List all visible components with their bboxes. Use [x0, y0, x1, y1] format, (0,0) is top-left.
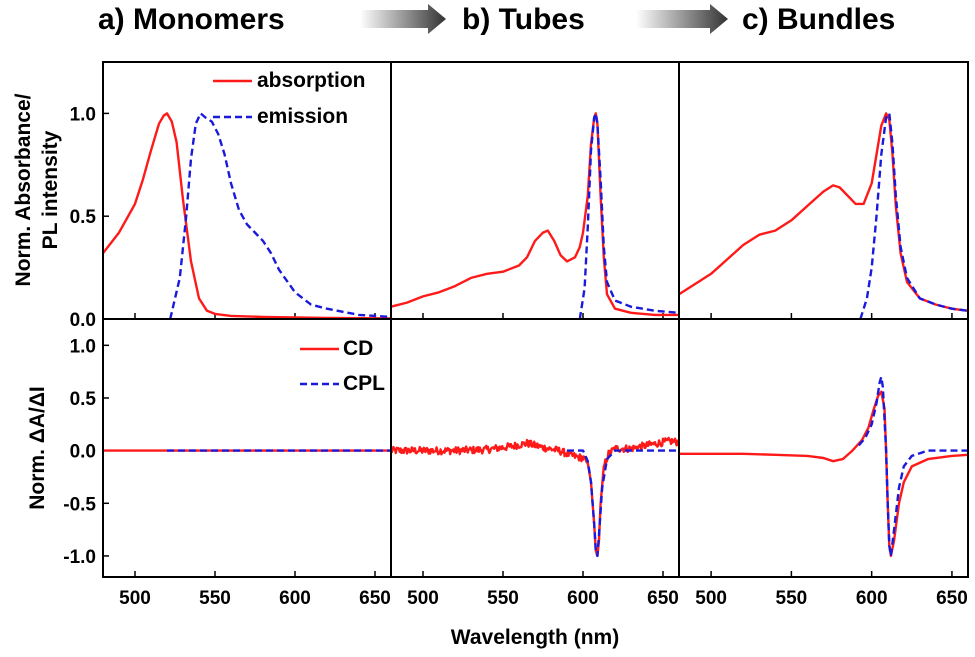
legend-label-cd: CD: [343, 337, 373, 360]
legend-top: absorption emission: [213, 69, 366, 128]
header-monomers: a) Monomers: [98, 3, 285, 36]
header-bundles: c) Bundles: [742, 3, 895, 36]
panel-bottom-a-xtick-label-600: 600: [279, 588, 311, 609]
legend-bottom: CD CPL: [300, 337, 385, 395]
panel-bottom-b-series-cd: [391, 438, 679, 556]
panel-bottom-c-xtick-label-550: 550: [776, 588, 808, 609]
arrow-monomers-to-tubes: [360, 4, 446, 34]
panel-top-b-series-emission: [580, 113, 679, 319]
panel-bottom-b-xtick-label-550: 550: [487, 588, 519, 609]
legend-label-cpl: CPL: [343, 372, 385, 395]
panel-bottom-a-ytick-label-1: 1.0: [70, 336, 96, 357]
panel-bottom-b-xtick-label-600: 600: [567, 588, 599, 609]
panel-bottom-a-ytick-label-0.5: 0.5: [70, 389, 97, 410]
arrow-tubes-to-bundles: [636, 4, 728, 34]
ylabel-bottom: Norm. ΔA/ΔI: [26, 386, 49, 510]
legend-label-absorption: absorption: [257, 69, 366, 92]
panel-top-a-frame: [103, 62, 391, 319]
panel-top-a-series-absorption: [103, 113, 391, 318]
ylabel-top-line1: Norm. Absorbance/: [12, 93, 35, 286]
panel-top-a-ytick-label-0.5: 0.5: [70, 207, 97, 228]
panel-top-b-series-absorption: [391, 113, 679, 315]
panel-top-a-ytick-label-1: 1.0: [70, 104, 96, 125]
panel-top-a-series-emission: [170, 113, 391, 319]
xlabel: Wavelength (nm): [451, 626, 619, 649]
plot-area: 0.0 0.5 1.0 500 550 600 650 -1.0 -0.5 0.0 0.5 1.0 50…: [63, 62, 968, 609]
header-tubes: b) Tubes: [462, 3, 585, 36]
panel-top-c-series-absorption: [679, 113, 968, 310]
panel-bottom-c-series-cd: [679, 392, 968, 556]
panel-bottom-a-ytick-label--0.5: -0.5: [63, 494, 96, 515]
panel-top-a-ytick-label-0: 0.0: [70, 310, 96, 331]
legend-label-emission: emission: [257, 105, 348, 128]
panel-bottom-c-xtick-label-650: 650: [936, 588, 968, 609]
panel-bottom-c-xtick-label-500: 500: [695, 588, 727, 609]
panel-bottom-c-frame: [679, 319, 968, 577]
panel-bottom-b-series-cpl: [567, 451, 679, 556]
ylabel-top-line2: PL intensity: [39, 130, 62, 249]
panel-bottom-a-xtick-label-550: 550: [199, 588, 231, 609]
panel-bottom-c-xtick-label-600: 600: [856, 588, 888, 609]
panel-bottom-a-ytick-label--1: -1.0: [63, 547, 96, 568]
panel-top-c-series-emission: [860, 113, 968, 319]
figure-canvas: a) Monomers b) Tubes c) Bundles Norm. Ab…: [0, 0, 975, 657]
panel-bottom-b-xtick-label-650: 650: [647, 588, 679, 609]
panel-top-b-frame: [391, 62, 679, 319]
panel-bottom-a-xtick-label-500: 500: [119, 588, 151, 609]
panel-bottom-a-xtick-label-650: 650: [359, 588, 391, 609]
panel-bottom-a-ytick-label-0: 0.0: [70, 442, 96, 463]
panel-bottom-b-xtick-label-500: 500: [407, 588, 439, 609]
